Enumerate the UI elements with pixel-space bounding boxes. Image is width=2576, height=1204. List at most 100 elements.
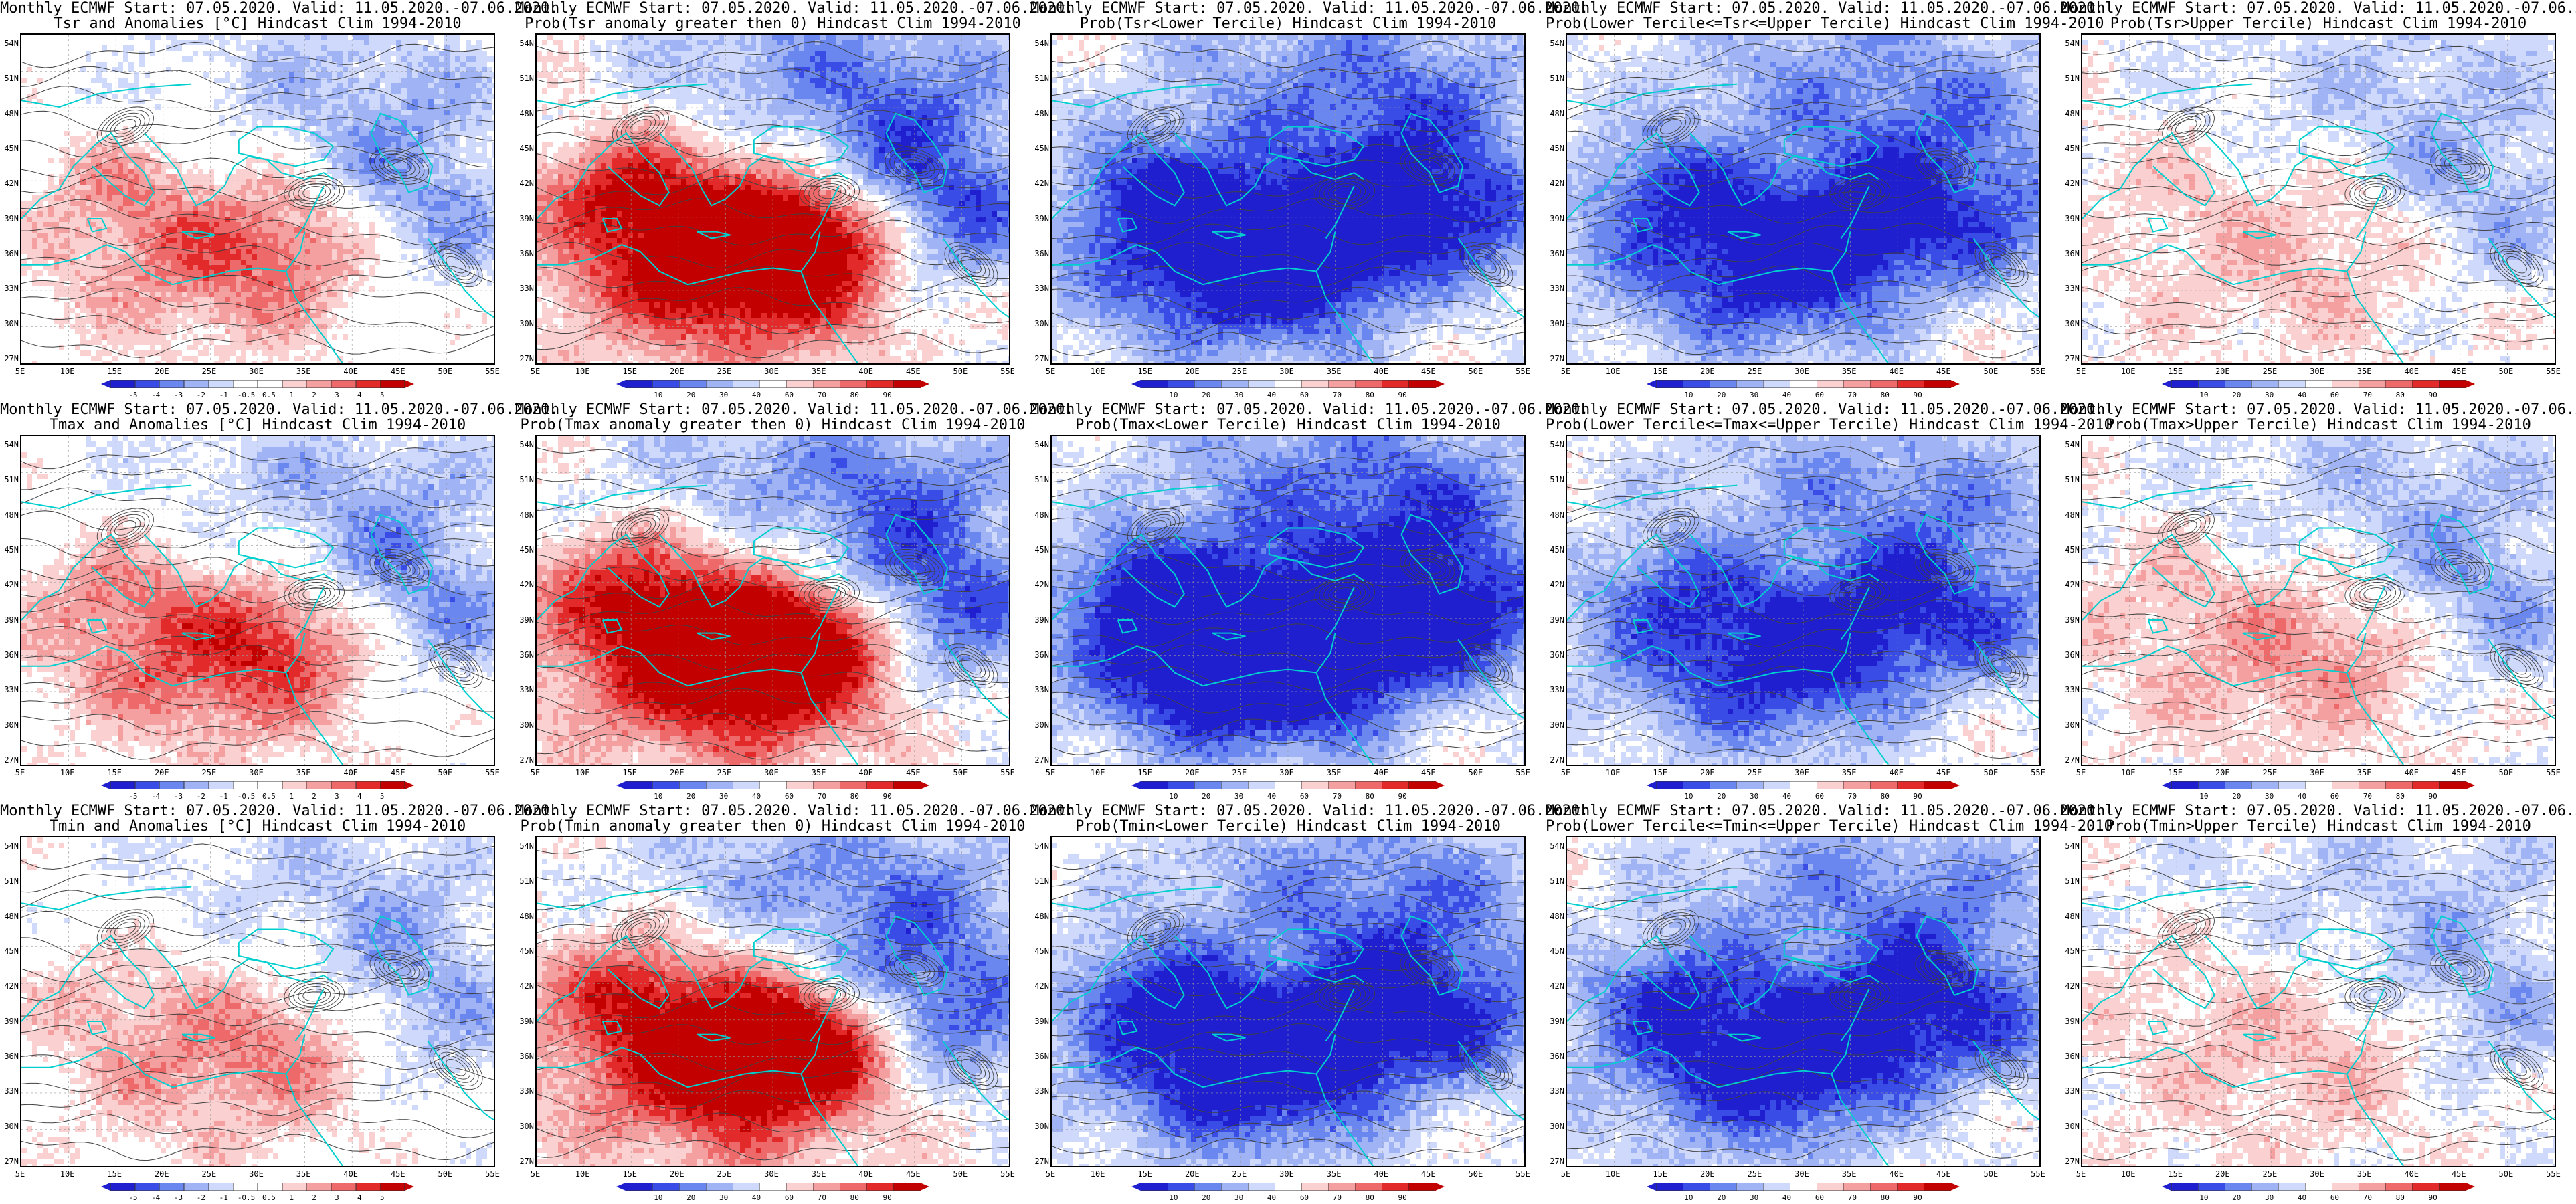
colorbar-tick-label: 10	[1169, 391, 1178, 399]
latitude-label: 27N	[1032, 354, 1049, 363]
latitude-label: 48N	[517, 912, 534, 921]
longitude-label: 45E	[1936, 768, 1951, 777]
longitude-label: 55E	[2031, 1169, 2045, 1179]
longitude-label: 55E	[1000, 367, 1015, 376]
colorbar-tick-label: 2	[312, 391, 316, 399]
longitude-label: 40E	[858, 367, 873, 376]
longitude-label: 25E	[1232, 1169, 1247, 1179]
colorbar-tick-label: 20	[2232, 1193, 2241, 1202]
forecast-map	[1566, 836, 2041, 1167]
colorbar-tick-label: -4	[151, 792, 160, 801]
longitude-label: 30E	[1795, 367, 1809, 376]
longitude-label: 20E	[670, 1169, 684, 1179]
longitude-label: 15E	[1137, 367, 1152, 376]
latitude-label: 48N	[2062, 109, 2080, 118]
longitude-label: 45E	[1421, 768, 1436, 777]
latitude-label: 27N	[2062, 354, 2080, 363]
colorbar-tick-label: 2	[312, 1193, 316, 1202]
latitude-label: 27N	[1032, 1157, 1049, 1166]
latitude-label: 30N	[1, 319, 19, 328]
latitude-label: 45N	[1547, 545, 1564, 555]
longitude-label: 30E	[1795, 768, 1809, 777]
longitude-label: 10E	[60, 768, 75, 777]
forecast-map	[1050, 836, 1526, 1167]
colorbar-tick-label: 10	[1684, 391, 1693, 399]
latitude-label: 51N	[1547, 876, 1564, 886]
latitude-label: 36N	[1032, 650, 1049, 660]
longitude-label: 10E	[575, 768, 590, 777]
colorbar-tick-label: 80	[1366, 391, 1374, 399]
latitude-label: 51N	[2062, 74, 2080, 83]
longitude-label: 55E	[2546, 768, 2561, 777]
colorbar-tick-label: 20	[1202, 792, 1210, 801]
longitude-label: 10E	[1606, 768, 1621, 777]
longitude-label: 30E	[764, 768, 779, 777]
latitude-label: 33N	[517, 284, 534, 293]
longitude-label: 10E	[60, 1169, 75, 1179]
latitude-label: 48N	[1, 912, 19, 921]
colorbar-tick-label: 4	[357, 792, 362, 801]
latitude-label: 36N	[1, 650, 19, 660]
longitude-label: 50E	[1469, 367, 1483, 376]
longitude-label: 5E	[1561, 1169, 1570, 1179]
forecast-map	[20, 836, 495, 1167]
latitude-label: 51N	[1, 475, 19, 484]
longitude-label: 35E	[812, 768, 826, 777]
latitude-label: 27N	[1, 755, 19, 765]
longitude-label: 50E	[2499, 768, 2514, 777]
longitude-label: 40E	[858, 768, 873, 777]
longitude-label: 15E	[1137, 768, 1152, 777]
longitude-label: 50E	[1984, 1169, 1999, 1179]
colorbar-tick-label: 90	[1398, 792, 1406, 801]
latitude-label: 54N	[517, 39, 534, 48]
longitude-label: 20E	[2215, 768, 2230, 777]
latitude-label: 36N	[2062, 650, 2080, 660]
colorbar-tick-label: 10	[2199, 1193, 2208, 1202]
latitude-label: 42N	[517, 981, 534, 991]
longitude-label: 55E	[2546, 1169, 2561, 1179]
colorbar	[110, 380, 405, 388]
colorbar-tick-label: 90	[1913, 792, 1922, 801]
colorbar-tick-label: 60	[1815, 391, 1824, 399]
colorbar-tick-label: 90	[1398, 391, 1406, 399]
forecast-map	[2081, 836, 2556, 1167]
latitude-label: 48N	[1547, 510, 1564, 520]
map-panel: Monthly ECMWF Start: 07.05.2020. Valid: …	[1546, 0, 2061, 401]
longitude-label: 20E	[155, 367, 169, 376]
colorbar-tick-label: 60	[785, 1193, 794, 1202]
latitude-label: 48N	[1, 510, 19, 520]
map-panel: Monthly ECMWF Start: 07.05.2020. Valid: …	[2061, 401, 2576, 803]
longitude-label: 45E	[1936, 1169, 1951, 1179]
longitude-label: 30E	[1795, 1169, 1809, 1179]
longitude-label: 35E	[2357, 1169, 2372, 1179]
latitude-label: 45N	[1, 545, 19, 555]
latitude-label: 54N	[1032, 841, 1049, 851]
panel-title: Monthly ECMWF Start: 07.05.2020. Valid: …	[2061, 804, 2576, 819]
longitude-label: 25E	[1748, 768, 1762, 777]
colorbar-tick-label: 80	[1366, 1193, 1374, 1202]
latitude-label: 33N	[2062, 685, 2080, 694]
latitude-label: 42N	[1547, 981, 1564, 991]
colorbar-tick-label: 80	[2396, 792, 2405, 801]
colorbar-tick-label: 80	[1881, 792, 1890, 801]
colorbar-tick-label: 5	[380, 792, 385, 801]
longitude-label: 40E	[343, 768, 358, 777]
latitude-label: 36N	[517, 650, 534, 660]
longitude-label: 5E	[531, 768, 540, 777]
colorbar-tick-label: -2	[197, 391, 205, 399]
longitude-label: 10E	[2121, 768, 2136, 777]
panel-subtitle: Prob(Lower Tercile<=Tmax<=Upper Tercile)…	[1546, 418, 2061, 433]
latitude-label: 51N	[1032, 475, 1049, 484]
latitude-label: 27N	[1, 354, 19, 363]
longitude-label: 30E	[1279, 768, 1294, 777]
forecast-map	[2081, 33, 2556, 365]
latitude-label: 30N	[1, 720, 19, 730]
latitude-label: 51N	[517, 475, 534, 484]
longitude-label: 55E	[485, 367, 500, 376]
longitude-label: 20E	[2215, 1169, 2230, 1179]
colorbar-tick-label: 5	[380, 391, 385, 399]
latitude-label: 33N	[1032, 1086, 1049, 1096]
longitude-label: 40E	[2404, 768, 2419, 777]
latitude-label: 45N	[1547, 144, 1564, 153]
colorbar-tick-label: 40	[1782, 1193, 1791, 1202]
